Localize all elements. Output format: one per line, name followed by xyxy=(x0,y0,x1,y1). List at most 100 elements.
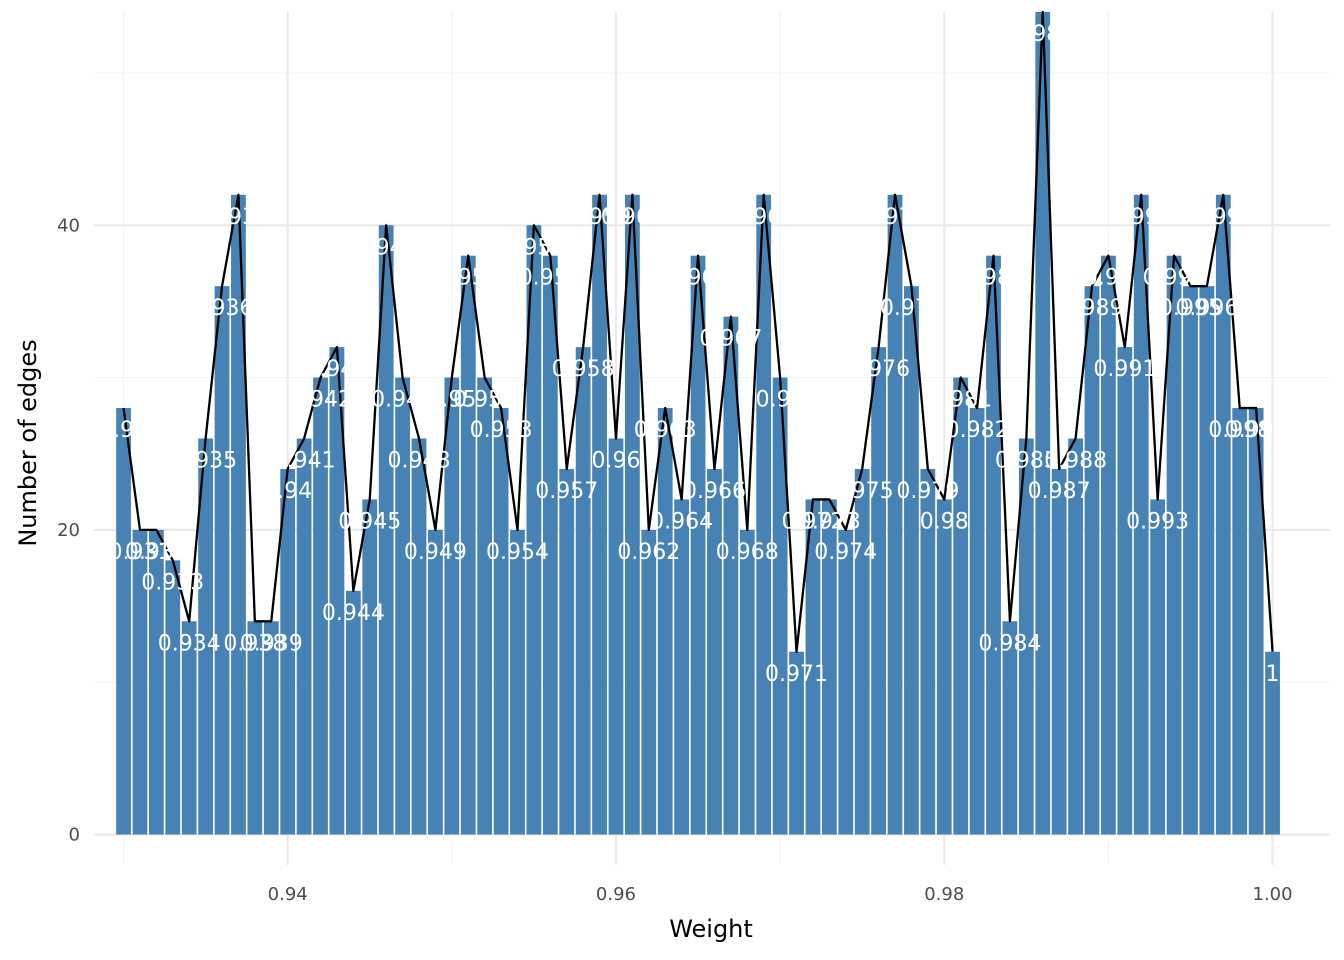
bar xyxy=(1215,194,1231,835)
bar-label: 0.997 xyxy=(1192,205,1255,230)
bar-label: 0.993 xyxy=(1126,509,1189,534)
bar-label: 0.951 xyxy=(437,266,500,291)
bar-label: 0.947 xyxy=(371,388,434,413)
x-axis-title: Weight xyxy=(669,915,753,943)
bar xyxy=(1084,286,1100,835)
bar xyxy=(1232,408,1248,835)
bar-label: 0.933 xyxy=(141,570,204,595)
bar xyxy=(329,347,345,835)
bar xyxy=(1265,651,1280,835)
bar-label: 0.999 xyxy=(1225,418,1288,443)
bar-label: 0.976 xyxy=(847,357,910,382)
bar xyxy=(1002,621,1018,835)
bar xyxy=(690,255,706,835)
bar-label: 0.986 xyxy=(1011,22,1074,47)
bar-label: 0.994 xyxy=(1143,266,1206,291)
bar xyxy=(789,651,804,835)
bar xyxy=(411,438,427,835)
y-tick-label: 20 xyxy=(57,520,80,541)
bar-label: 0.938 xyxy=(223,631,286,656)
bar-label: 0.94 xyxy=(263,479,312,504)
bar-label: 0.956 xyxy=(519,266,582,291)
x-tick-label: 0.96 xyxy=(596,884,636,905)
bar-label: 0.935 xyxy=(174,449,237,474)
bar-label: 0.958 xyxy=(552,357,615,382)
bar-label: 0.957 xyxy=(535,479,598,504)
bar xyxy=(165,560,181,835)
bar xyxy=(707,468,722,835)
bar-label: 0.987 xyxy=(1028,479,1091,504)
bar-label: 0.979 xyxy=(896,479,959,504)
bar xyxy=(1051,468,1067,835)
bar-label: 0.966 xyxy=(683,479,746,504)
bar xyxy=(296,438,312,835)
bar-label: 0.96 xyxy=(591,449,640,474)
bar-label: 0.98 xyxy=(920,509,969,534)
bar xyxy=(986,255,1001,835)
bar xyxy=(805,499,821,835)
bar xyxy=(592,194,607,835)
bar-label: 0.982 xyxy=(946,418,1009,443)
bar xyxy=(444,377,460,835)
bar xyxy=(920,468,936,835)
trend-line xyxy=(122,10,1274,653)
bar-label: 0.969 xyxy=(732,205,795,230)
bar-label: 0.953 xyxy=(470,418,533,443)
bar-label: 0.996 xyxy=(1175,296,1238,321)
bar xyxy=(1183,286,1198,835)
x-tick-label: 1.00 xyxy=(1253,884,1293,905)
bar xyxy=(756,194,772,835)
bar xyxy=(313,377,328,835)
bar-label: 0.998 xyxy=(1208,418,1271,443)
bar xyxy=(247,621,263,835)
bar-label: 0.941 xyxy=(273,449,336,474)
bar-label: 0.964 xyxy=(650,509,713,534)
bar-label: 0.992 xyxy=(1110,205,1173,230)
bar xyxy=(739,529,755,835)
bar-label: 0.936 xyxy=(191,296,254,321)
bar xyxy=(526,225,542,835)
bar-label: 0.944 xyxy=(322,601,385,626)
bar xyxy=(214,286,230,835)
bar xyxy=(1068,438,1083,835)
bar xyxy=(1166,255,1182,835)
bar-label: 0.949 xyxy=(404,540,467,565)
bar xyxy=(854,468,870,835)
y-tick-label: 0 xyxy=(69,825,80,846)
bar xyxy=(838,529,854,835)
bar-label: 0.955 xyxy=(502,235,565,260)
bar xyxy=(378,225,394,835)
bar xyxy=(477,377,493,835)
bar-label: 0.968 xyxy=(716,540,779,565)
bar-label: 0.963 xyxy=(634,418,697,443)
x-tick-label: 0.94 xyxy=(268,884,308,905)
bar-label: 0.954 xyxy=(486,540,549,565)
bar-label: 0.939 xyxy=(240,631,303,656)
bar xyxy=(723,316,739,835)
bar xyxy=(1117,347,1133,835)
bar xyxy=(362,499,378,835)
bar-label: 0.943 xyxy=(305,357,368,382)
bar xyxy=(657,408,673,835)
bar-label: 0.989 xyxy=(1060,296,1123,321)
bar xyxy=(231,194,246,835)
bar xyxy=(345,590,361,835)
x-axis-ticks: 0.94 0.96 0.98 1.00 xyxy=(268,884,1293,905)
x-tick-label: 0.98 xyxy=(924,884,964,905)
bar-label: 0.959 xyxy=(568,205,631,230)
bar-label: 1 xyxy=(1266,662,1280,687)
bar-label: 0.984 xyxy=(978,631,1041,656)
bar xyxy=(280,468,296,835)
bar xyxy=(936,499,952,835)
bar xyxy=(1248,408,1264,835)
bar xyxy=(608,438,624,835)
bar-label: 0.942 xyxy=(289,388,352,413)
bar xyxy=(460,255,476,835)
bar xyxy=(559,468,575,835)
bar xyxy=(1101,255,1116,835)
bar-label: 0.981 xyxy=(929,388,992,413)
bar xyxy=(953,377,969,835)
bar xyxy=(969,408,985,835)
